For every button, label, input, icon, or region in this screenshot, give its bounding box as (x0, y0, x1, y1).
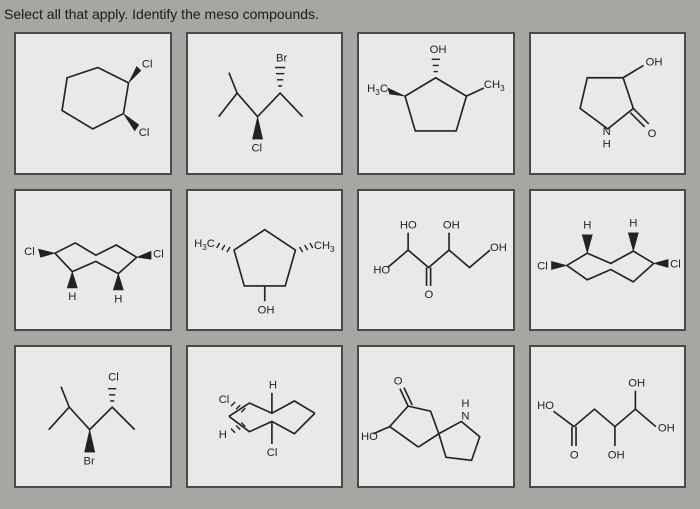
label-h: H (629, 217, 637, 229)
label-ch3: CH3 (313, 240, 334, 254)
label-o: O (424, 289, 433, 301)
molecule-svg: N H O HO (359, 347, 513, 486)
molecule-card[interactable]: Cl Br (14, 345, 172, 488)
molecule-svg: Cl Br (16, 347, 170, 486)
label-cl: Cl (537, 260, 548, 272)
label-ho: HO (537, 401, 554, 413)
label-h: H (68, 291, 76, 303)
label-h: H (114, 293, 122, 305)
label-h3c: H3C (367, 83, 388, 97)
molecule-card[interactable]: Cl Cl (14, 32, 172, 175)
label-cl: Cl (251, 142, 262, 154)
molecule-svg: Cl Cl (16, 34, 170, 173)
label-h: H (218, 429, 226, 441)
molecule-svg: HO O OH OH OH (531, 347, 685, 486)
label-o: O (569, 450, 578, 462)
label-cl: Cl (670, 258, 681, 270)
label-o: O (394, 376, 403, 388)
label-n: N (602, 126, 610, 138)
label-oh: OH (607, 450, 624, 462)
molecule-card[interactable]: H Cl H Cl (186, 345, 344, 488)
molecule-card[interactable]: N H O OH (529, 32, 687, 175)
label-oh: OH (645, 56, 662, 68)
molecule-card[interactable]: H H Cl Cl (529, 189, 687, 332)
label-ch3: CH3 (484, 79, 505, 93)
label-oh: OH (257, 304, 274, 316)
label-h: H (602, 138, 610, 150)
label-cl: Cl (142, 59, 153, 71)
label-oh: OH (628, 378, 645, 390)
molecule-card[interactable]: Cl Cl H H (14, 189, 172, 332)
molecule-card[interactable]: H3C CH3 OH (186, 189, 344, 332)
label-cl: Cl (139, 127, 150, 139)
molecule-svg: H Cl H Cl (188, 347, 342, 486)
molecule-svg: Cl Cl H H (16, 191, 170, 330)
label-cl: Cl (24, 246, 35, 258)
label-br: Br (84, 456, 96, 468)
label-ho: HO (373, 264, 390, 276)
molecule-card[interactable]: OH H3C CH3 (357, 32, 515, 175)
molecule-svg: HO OH HO OH O (359, 191, 513, 330)
label-cl: Cl (153, 248, 164, 260)
molecule-svg: H H Cl Cl (531, 191, 685, 330)
label-br: Br (276, 52, 288, 64)
label-h3c: H3C (194, 238, 215, 252)
label-ho: HO (400, 219, 417, 231)
molecule-svg: Br Cl (188, 34, 342, 173)
label-h: H (268, 380, 276, 392)
label-oh: OH (490, 242, 507, 254)
label-cl: Cl (218, 394, 229, 406)
molecule-card[interactable]: HO OH HO OH O (357, 189, 515, 332)
molecule-card[interactable]: HO O OH OH OH (529, 345, 687, 488)
label-oh: OH (430, 44, 447, 56)
label-o: O (647, 128, 656, 140)
molecule-grid: Cl Cl Br Cl OH H3C (0, 32, 700, 502)
label-n: N (461, 411, 469, 423)
molecule-svg: H3C CH3 OH (188, 191, 342, 330)
label-oh: OH (657, 423, 674, 435)
molecule-svg: N H O OH (531, 34, 685, 173)
label-h: H (583, 219, 591, 231)
molecule-svg: OH H3C CH3 (359, 34, 513, 173)
label-cl: Cl (266, 448, 277, 460)
molecule-card[interactable]: Br Cl (186, 32, 344, 175)
molecule-card[interactable]: N H O HO (357, 345, 515, 488)
label-ho: HO (361, 431, 378, 443)
question-prompt: Select all that apply. Identify the meso… (0, 0, 700, 32)
label-oh: OH (443, 219, 460, 231)
label-cl: Cl (108, 372, 119, 384)
label-h: H (461, 398, 469, 410)
